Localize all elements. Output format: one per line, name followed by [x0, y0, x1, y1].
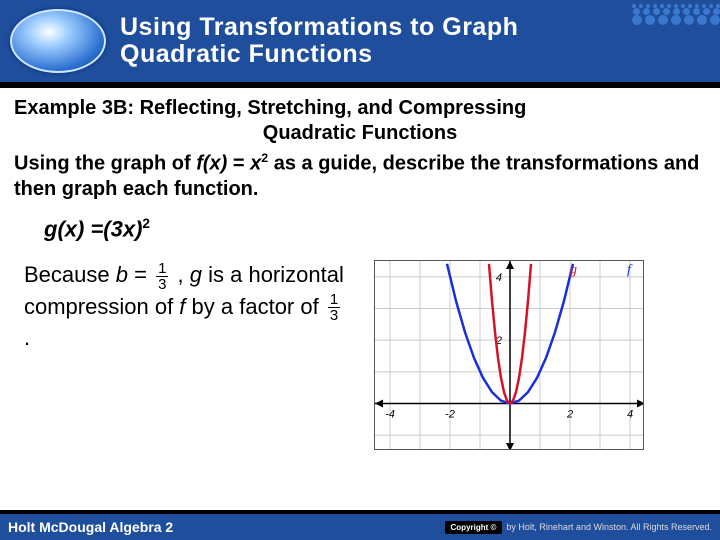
svg-text:f: f — [627, 263, 633, 278]
svg-text:2: 2 — [566, 408, 573, 420]
instr-pre: Using the graph of — [14, 153, 196, 175]
footer-left: Holt McDougal Algebra 2 — [8, 519, 173, 535]
copyright-badge: Copyright © — [445, 521, 503, 534]
footer-right: Copyright © by Holt, Rinehart and Winsto… — [445, 521, 712, 534]
exp-e: . — [24, 325, 30, 350]
svg-text:4: 4 — [627, 408, 633, 420]
gx-definition: g(x) =(3x)2 — [44, 216, 706, 242]
frac2-num: 1 — [328, 292, 340, 308]
frac1-den: 3 — [156, 277, 168, 292]
example-title: Example 3B: Reflecting, Stretching, and … — [14, 96, 706, 120]
svg-text:4: 4 — [496, 272, 502, 284]
g-symbol: g — [190, 262, 202, 287]
frac2-den: 3 — [328, 308, 340, 323]
graph-container: -4-22424fg — [374, 260, 644, 455]
explanation-text: Because b = 13 , g is a horizontal compr… — [24, 260, 344, 455]
eq1: = — [227, 153, 250, 175]
header-title: Using Transformations to Graph Quadratic… — [120, 14, 518, 69]
b-symbol: b — [116, 262, 128, 287]
slide-content: Example 3B: Reflecting, Stretching, and … — [0, 88, 720, 455]
header-dots-decoration — [600, 4, 720, 38]
example-subtitle: Quadratic Functions — [14, 122, 706, 145]
body-row: Because b = 13 , g is a horizontal compr… — [14, 260, 706, 455]
fraction-1: 13 — [156, 261, 168, 292]
svg-text:-2: -2 — [445, 408, 455, 420]
header-oval-decoration — [10, 9, 106, 73]
instruction-text: Using the graph of f(x) = x2 as a guide,… — [14, 151, 706, 202]
fx-symbol: f(x) — [196, 153, 227, 175]
title-line1: Using Transformations to Graph — [120, 14, 518, 42]
title-line2: Quadratic Functions — [120, 41, 518, 69]
slide-footer: Holt McDougal Algebra 2 Copyright © by H… — [0, 510, 720, 540]
svg-text:-4: -4 — [385, 408, 395, 420]
fraction-2: 13 — [328, 292, 340, 323]
eq2: = — [128, 262, 153, 287]
slide-header: Using Transformations to Graph Quadratic… — [0, 0, 720, 88]
gx-symbol: g(x) =(3x) — [44, 216, 142, 241]
svg-text:g: g — [570, 263, 577, 278]
x-symbol: x — [250, 153, 261, 175]
gx-exp: 2 — [142, 216, 150, 231]
parabola-chart: -4-22424fg — [374, 260, 644, 450]
frac1-num: 1 — [156, 261, 168, 277]
exp-d: by a factor of — [185, 294, 324, 319]
footer-right-text: by Holt, Rinehart and Winston. All Right… — [506, 522, 712, 532]
exp-a: Because — [24, 262, 116, 287]
exp-b: , — [171, 262, 189, 287]
